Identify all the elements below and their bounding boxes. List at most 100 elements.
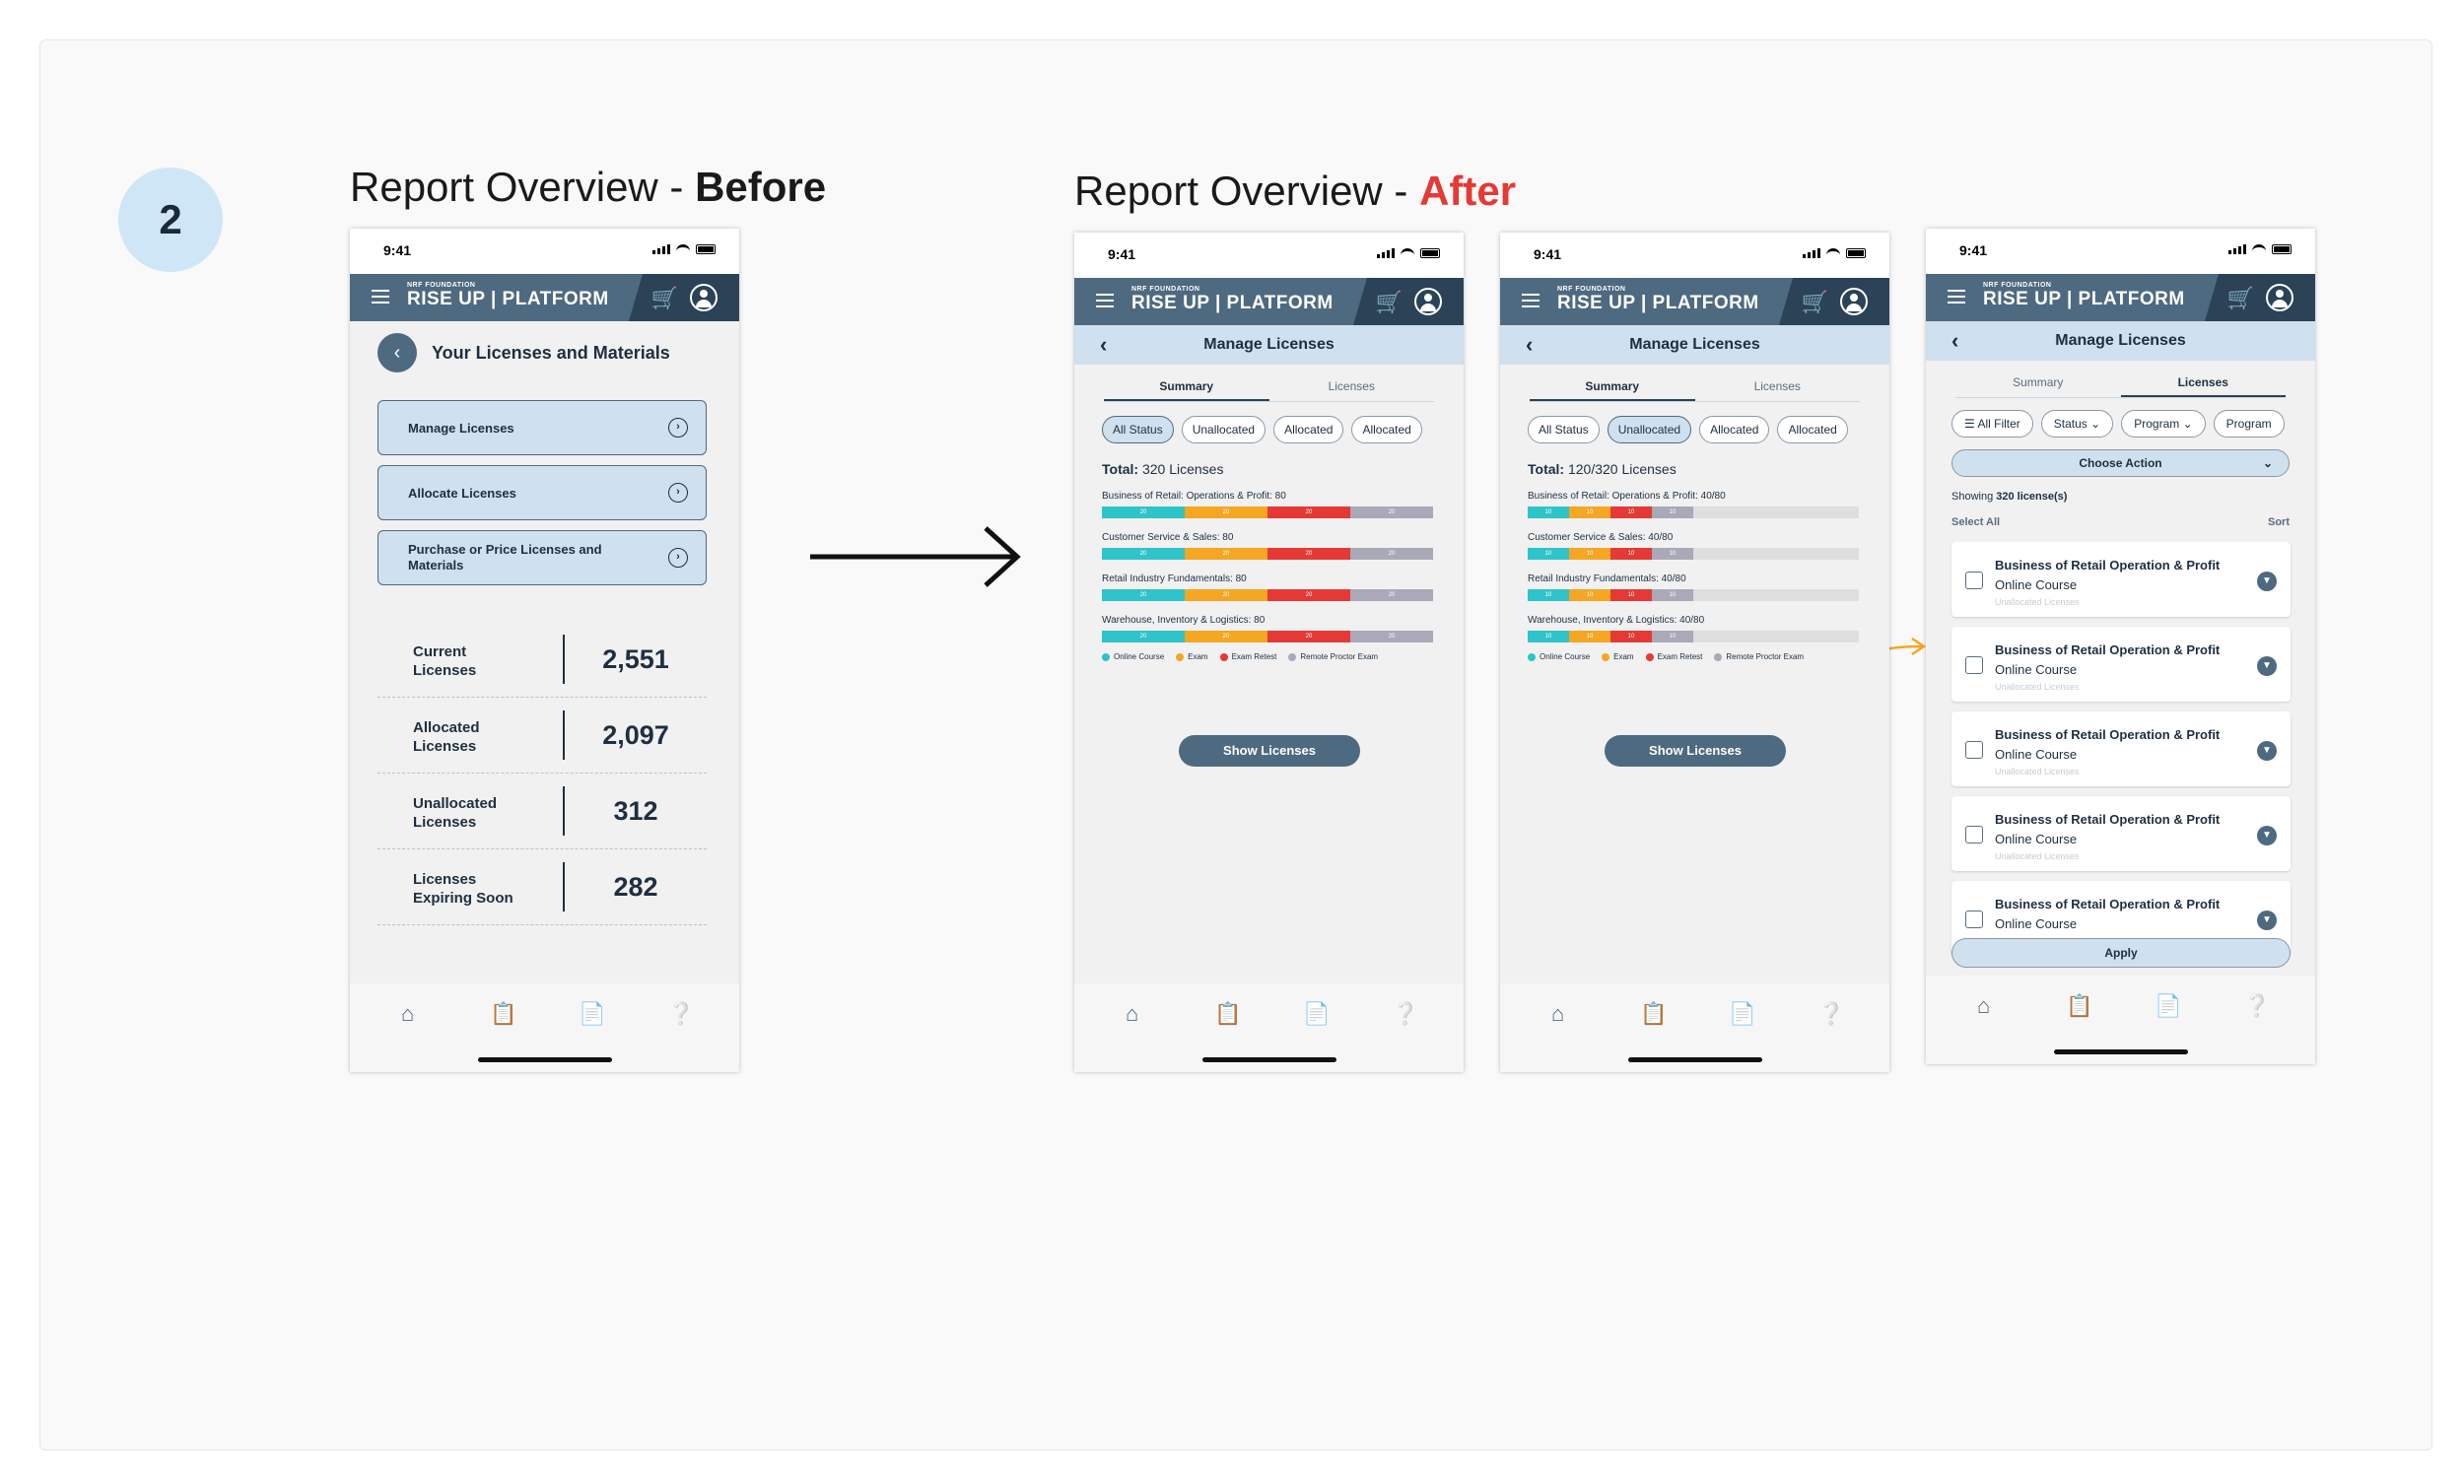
program-dropdown[interactable]: Program ⌄ bbox=[2121, 410, 2206, 438]
status-time: 9:41 bbox=[383, 242, 412, 258]
help-icon[interactable]: ❔ bbox=[667, 1001, 695, 1026]
bar-segment: 10 bbox=[1569, 589, 1610, 601]
home-icon[interactable]: ⌂ bbox=[401, 1001, 415, 1026]
page-title: Manage Licenses bbox=[2055, 332, 2186, 349]
chip-unallocated[interactable]: Unallocated bbox=[1607, 416, 1692, 443]
user-icon[interactable] bbox=[690, 284, 718, 311]
chip-allocated-2[interactable]: Allocated bbox=[1351, 416, 1422, 443]
stat-value: 312 bbox=[613, 796, 658, 826]
report-icon[interactable]: 📋 bbox=[1640, 1001, 1668, 1026]
report-icon[interactable]: 📋 bbox=[1214, 1001, 1242, 1026]
license-item[interactable]: Business of Retail Operation & Profit Onl… bbox=[1951, 627, 2291, 702]
checkbox[interactable] bbox=[1965, 741, 1983, 759]
tab-summary[interactable]: Summary bbox=[1530, 372, 1695, 401]
back-icon[interactable]: ‹ bbox=[1526, 332, 1534, 357]
program-dropdown-2[interactable]: Program bbox=[2213, 410, 2285, 438]
tab-licenses[interactable]: Licenses bbox=[1328, 379, 1375, 393]
allocate-licenses-button[interactable]: Allocate Licenses › bbox=[377, 465, 707, 520]
back-icon[interactable]: ‹ bbox=[1100, 332, 1108, 357]
signal-icon bbox=[652, 244, 670, 254]
help-icon[interactable]: ❔ bbox=[2243, 993, 2271, 1018]
chip-all-status[interactable]: All Status bbox=[1528, 416, 1600, 443]
chip-allocated-2[interactable]: Allocated bbox=[1777, 416, 1848, 443]
program-bars: Business of Retail: Operations & Profit:… bbox=[1500, 491, 1889, 642]
chip-all-status[interactable]: All Status bbox=[1102, 416, 1174, 443]
show-licenses-button[interactable]: Show Licenses bbox=[1605, 735, 1786, 767]
stat-value: 2,097 bbox=[602, 720, 669, 750]
home-icon[interactable]: ⌂ bbox=[1551, 1001, 1565, 1026]
step-badge: 2 bbox=[118, 168, 223, 272]
menu-icon[interactable] bbox=[1096, 294, 1114, 307]
nav-bar: ‹ Manage Licenses bbox=[1074, 325, 1464, 365]
license-item[interactable]: Business of Retail Operation & Profit Onl… bbox=[1951, 542, 2291, 617]
checkbox[interactable] bbox=[1965, 826, 1983, 843]
chevron-down-icon[interactable]: ▼ bbox=[2257, 826, 2277, 845]
purchase-licenses-button[interactable]: Purchase or Price Licenses and Materials… bbox=[377, 530, 707, 585]
apply-button[interactable]: Apply bbox=[1951, 938, 2291, 968]
document-icon[interactable]: 📄 bbox=[1303, 1001, 1331, 1026]
tab-licenses[interactable]: Licenses bbox=[2120, 369, 2286, 397]
home-icon[interactable]: ⌂ bbox=[1126, 1001, 1139, 1026]
legend-item: Remote Proctor Exam bbox=[1288, 652, 1378, 661]
stacked-bar: 10 10 10 10 bbox=[1528, 631, 1859, 642]
chevron-down-icon[interactable]: ▼ bbox=[2257, 741, 2277, 761]
heading-before-word: Before bbox=[695, 164, 827, 210]
all-filter-chip[interactable]: ☰ All Filter bbox=[1951, 410, 2033, 438]
show-licenses-button[interactable]: Show Licenses bbox=[1179, 735, 1360, 767]
checkbox[interactable] bbox=[1965, 911, 1983, 928]
document-check-icon[interactable]: 📄 bbox=[2155, 993, 2182, 1018]
program-bar-group: Retail Industry Fundamentals: 80 20 20 20 20 bbox=[1102, 573, 1433, 601]
license-item[interactable]: Business of Retail Operation & Profit Onl… bbox=[1951, 796, 2291, 871]
stat-expiring: Licenses Expiring Soon 282 bbox=[377, 850, 707, 925]
bar-segment: 20 bbox=[1350, 548, 1433, 560]
cart-icon[interactable]: 🛒 bbox=[1375, 290, 1403, 314]
license-item[interactable]: Business of Retail Operation & Profit Onl… bbox=[1951, 711, 2291, 786]
user-icon[interactable] bbox=[1414, 288, 1442, 315]
chevron-down-icon[interactable]: ▼ bbox=[2257, 911, 2277, 930]
chip-unallocated[interactable]: Unallocated bbox=[1181, 416, 1266, 443]
legend-dot-icon bbox=[1714, 652, 1723, 661]
help-icon[interactable]: ❔ bbox=[1817, 1001, 1845, 1026]
chevron-down-icon[interactable]: ▼ bbox=[2257, 572, 2277, 591]
back-icon[interactable]: ‹ bbox=[1951, 328, 1959, 353]
bar-segment: 10 bbox=[1610, 506, 1652, 518]
tab-summary[interactable]: Summary bbox=[1104, 372, 1269, 401]
menu-icon[interactable] bbox=[372, 290, 389, 304]
status-dropdown[interactable]: Status ⌄ bbox=[2040, 410, 2114, 438]
home-indicator bbox=[1627, 1057, 1762, 1062]
license-title: Business of Retail Operation & Profit bbox=[1995, 558, 2221, 573]
document-icon[interactable]: 📄 bbox=[1729, 1001, 1756, 1026]
chip-allocated[interactable]: Allocated bbox=[1273, 416, 1344, 443]
tab-bar: Summary Licenses bbox=[1104, 372, 1434, 402]
document-icon[interactable]: 📄 bbox=[579, 1001, 606, 1026]
checkbox[interactable] bbox=[1965, 572, 1983, 589]
tab-summary[interactable]: Summary bbox=[2013, 375, 2064, 389]
cart-icon[interactable]: 🛒 bbox=[2226, 286, 2254, 310]
report-icon[interactable]: 📋 bbox=[490, 1001, 517, 1026]
button-label: Allocate Licenses bbox=[408, 485, 516, 501]
report-icon[interactable]: 📋 bbox=[2066, 993, 2093, 1018]
home-icon[interactable]: ⌂ bbox=[1977, 993, 1991, 1018]
help-icon[interactable]: ❔ bbox=[1392, 1001, 1419, 1026]
legend-dot-icon bbox=[1176, 652, 1185, 661]
menu-icon[interactable] bbox=[1948, 290, 1965, 304]
bar-segment: 20 bbox=[1185, 548, 1267, 560]
checkbox[interactable] bbox=[1965, 656, 1983, 674]
chevron-down-icon[interactable]: ▼ bbox=[2257, 656, 2277, 676]
menu-icon[interactable] bbox=[1522, 294, 1540, 307]
showing-count: Showing 320 license(s) bbox=[1951, 491, 2315, 503]
select-all-link[interactable]: Select All bbox=[1951, 516, 2001, 528]
back-icon[interactable]: ‹ bbox=[377, 333, 417, 372]
total-line: Total: 320 Licenses bbox=[1102, 461, 1464, 477]
tab-licenses[interactable]: Licenses bbox=[1753, 379, 1801, 393]
choose-action-dropdown[interactable]: Choose Action ⌄ bbox=[1951, 449, 2290, 477]
bar-segment: 20 bbox=[1185, 631, 1267, 642]
brand-small: NRF FOUNDATION bbox=[1131, 286, 1200, 293]
chip-allocated[interactable]: Allocated bbox=[1699, 416, 1770, 443]
cart-icon[interactable]: 🛒 bbox=[1801, 290, 1828, 314]
user-icon[interactable] bbox=[1840, 288, 1868, 315]
cart-icon[interactable]: 🛒 bbox=[650, 286, 678, 310]
manage-licenses-button[interactable]: Manage Licenses › bbox=[377, 400, 707, 455]
user-icon[interactable] bbox=[2266, 284, 2293, 311]
sort-link[interactable]: Sort bbox=[2268, 516, 2290, 528]
